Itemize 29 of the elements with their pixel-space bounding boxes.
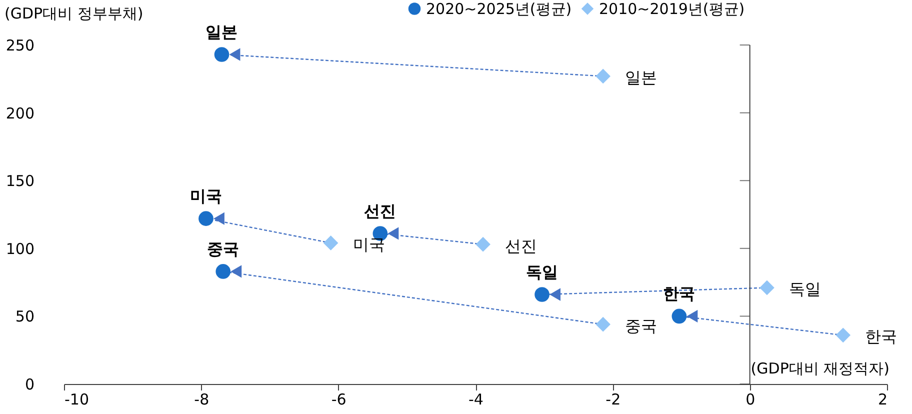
annotation: 중국 (207, 239, 240, 258)
y-tick-label: 150 (6, 172, 34, 190)
annotation: 중국 (625, 316, 658, 336)
annotation: 미국 (352, 234, 385, 254)
y-tick-label: 200 (6, 104, 34, 122)
x-tick-label: 2 (878, 390, 888, 408)
annotation: 선진 (364, 201, 396, 220)
x-tick-label: 0 (746, 390, 756, 408)
annotation: 한국 (865, 327, 898, 346)
annotation: 독일 (526, 262, 558, 282)
y-tick-label: 250 (6, 36, 34, 54)
x-tick-label: -4 (468, 390, 484, 408)
y-tick-label: 50 (15, 308, 34, 326)
annotation: 일본 (625, 68, 658, 88)
annotation: 일본 (206, 22, 238, 42)
annotation: 선진 (505, 236, 538, 256)
y-axis-title: (GDP대비 정부부채) (4, 4, 144, 22)
x-tick-label: -6 (331, 390, 346, 408)
x-tick-label: -8 (194, 390, 210, 408)
y-tick-label: 0 (24, 376, 34, 394)
annotation: 미국 (190, 186, 222, 206)
x-tick-label: -2 (606, 390, 621, 408)
y-tick-label: 100 (6, 240, 34, 258)
annotation: 한국 (663, 284, 696, 304)
legend-label: 2020~2025년(평균) (426, 0, 572, 18)
x-axis-title: (GDP대비 재정적자) (750, 360, 890, 378)
x-tick-label: -10 (64, 390, 89, 408)
annotation: 독일 (788, 280, 821, 299)
legend-label: 2010~2019년(평균) (599, 0, 745, 18)
